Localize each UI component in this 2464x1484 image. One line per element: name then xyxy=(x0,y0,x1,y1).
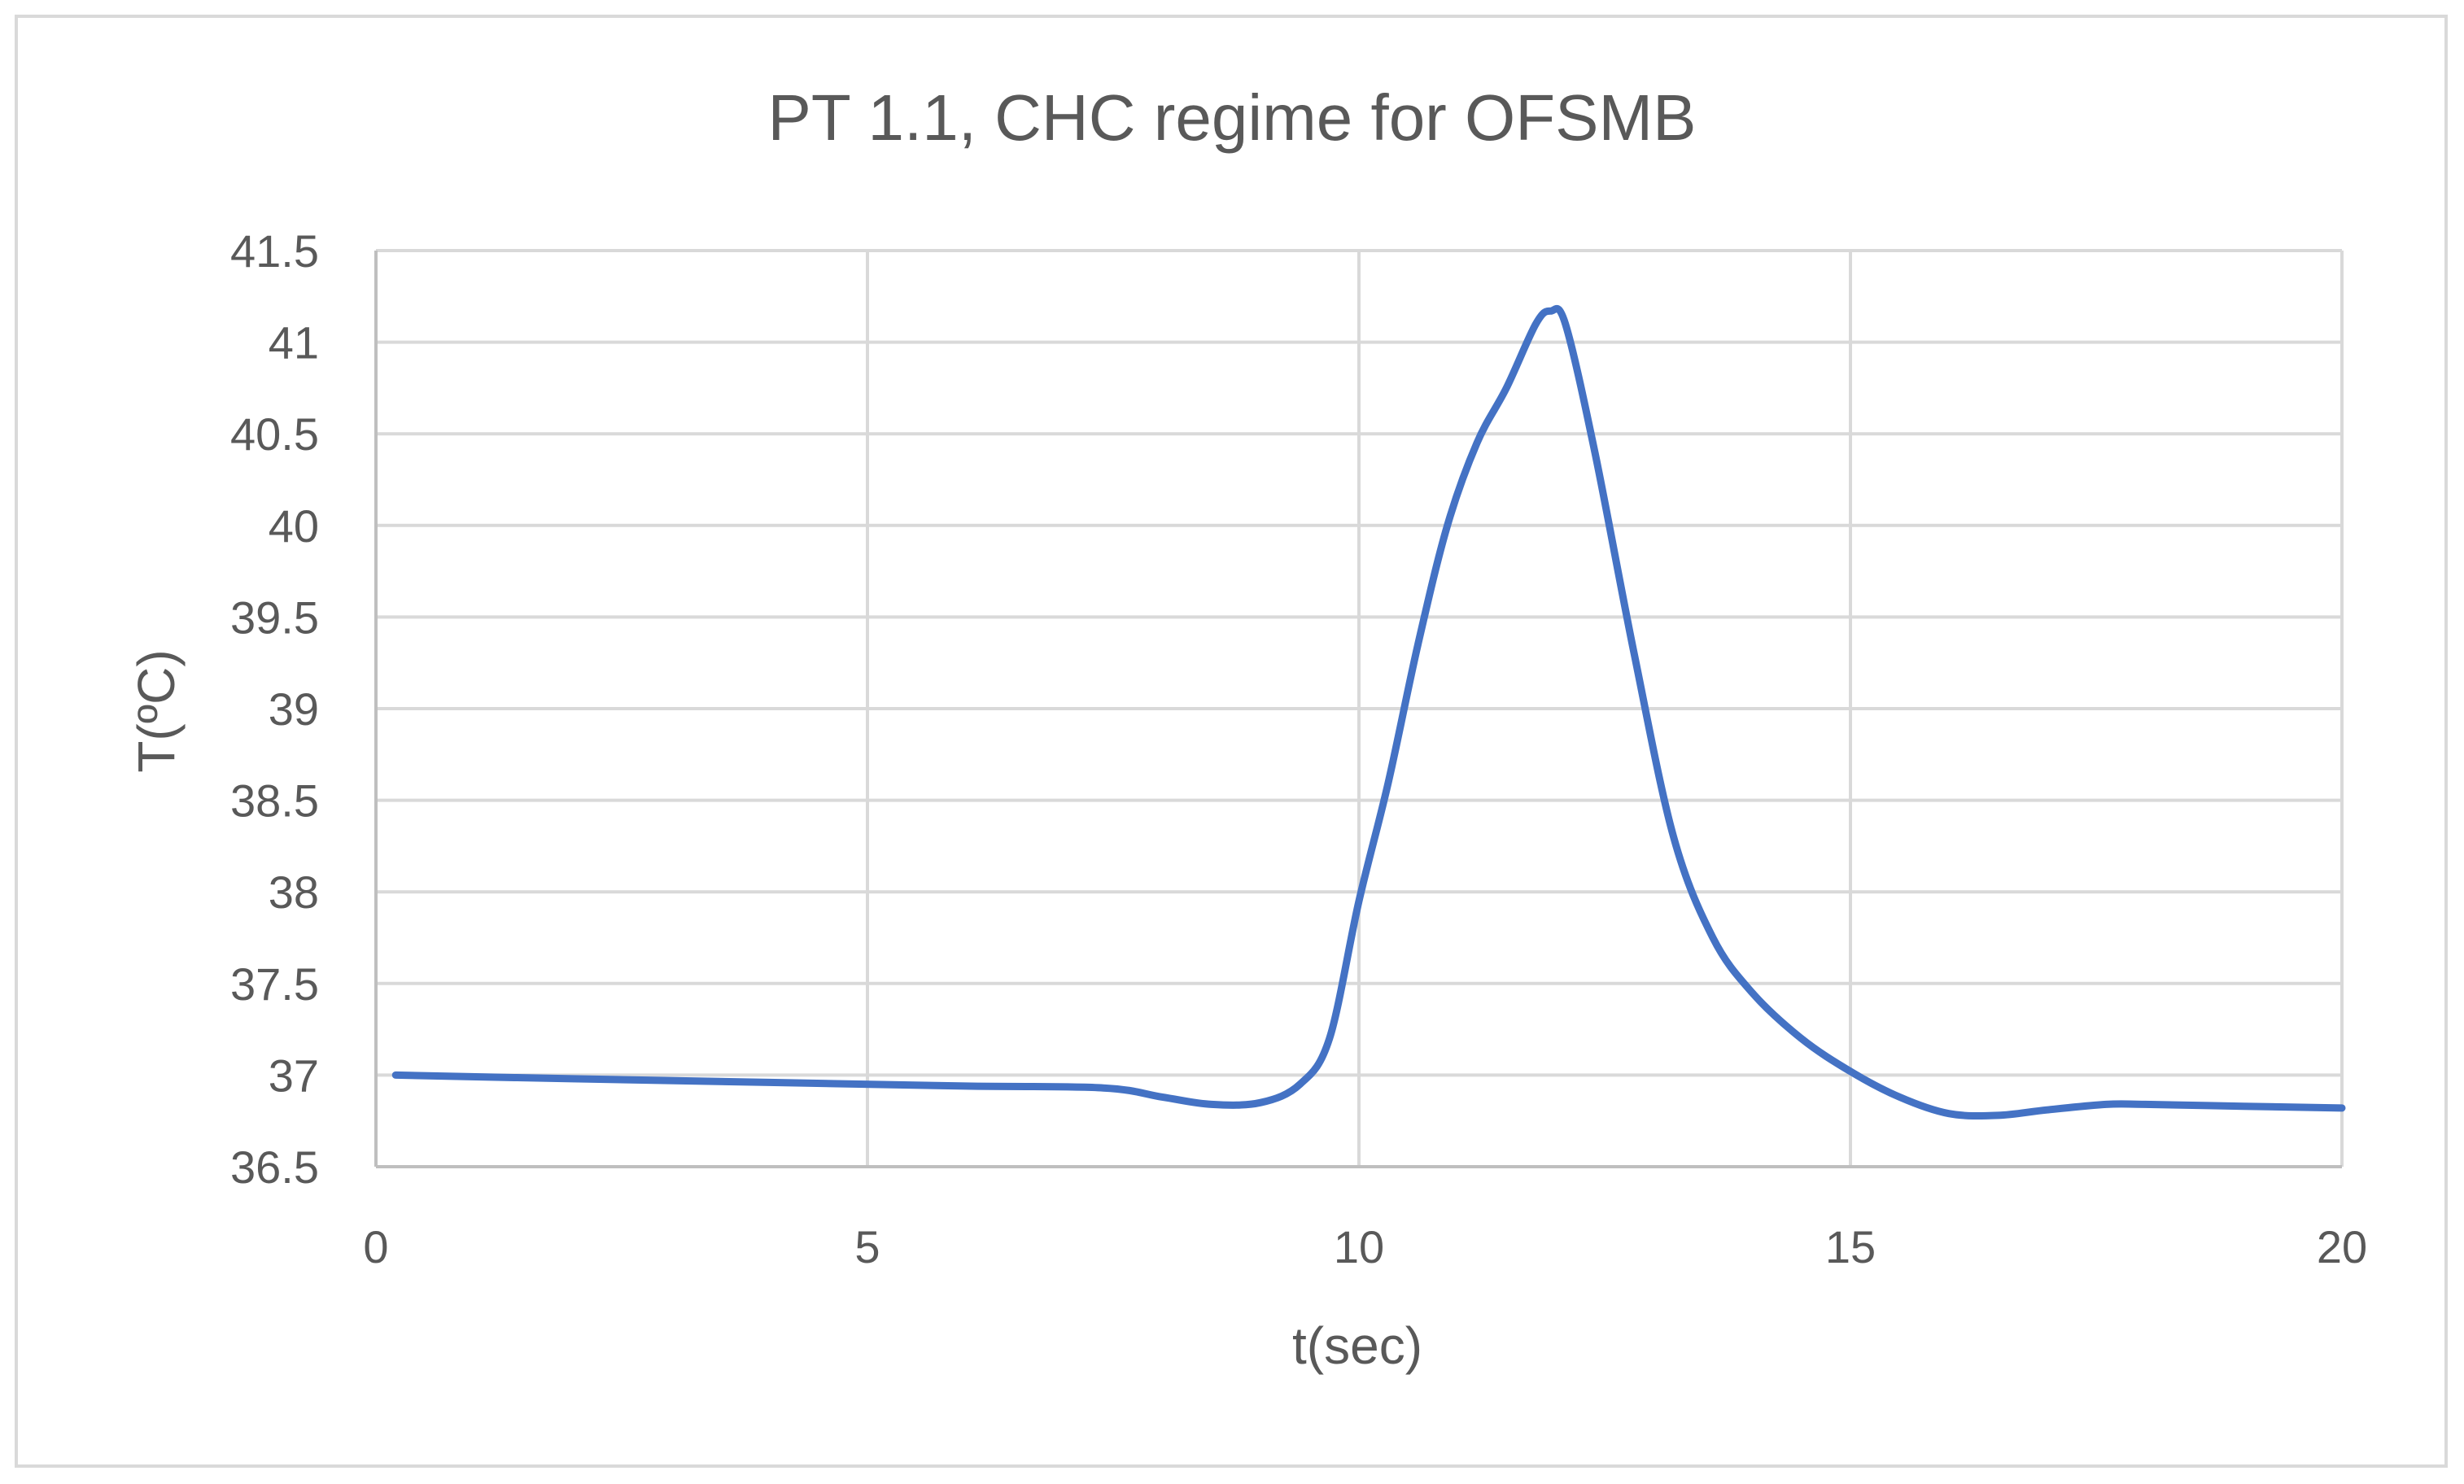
x-tick-labels: 0 5 10 15 20 xyxy=(363,1221,2367,1272)
x-tick-label: 0 xyxy=(363,1221,388,1272)
y-tick-labels: 36.5 37 37.5 38 38.5 39 39.5 40 40.5 41 41.5 xyxy=(230,225,319,1193)
y-tick-label: 37 xyxy=(269,1050,319,1101)
y-tick-label: 36.5 xyxy=(230,1141,319,1193)
x-tick-label: 5 xyxy=(854,1221,880,1272)
gridlines xyxy=(376,249,2344,1167)
x-tick-label: 10 xyxy=(1334,1221,1384,1272)
x-axis-title: t(sec) xyxy=(1292,1316,1422,1375)
y-tick-label: 40 xyxy=(269,500,319,552)
y-axis-title: T(ºC) xyxy=(127,649,186,772)
y-tick-label: 38 xyxy=(269,866,319,918)
y-tick-label: 39 xyxy=(269,683,319,735)
axes xyxy=(374,251,2342,1168)
chart-frame xyxy=(15,15,2448,1468)
y-tick-label: 41 xyxy=(269,317,319,369)
y-tick-label: 41.5 xyxy=(230,225,319,277)
x-tick-label: 15 xyxy=(1825,1221,1876,1272)
x-tick-label: 20 xyxy=(2317,1221,2367,1272)
y-tick-label: 39.5 xyxy=(230,591,319,643)
series-layer xyxy=(391,304,2346,1120)
y-tick-label: 37.5 xyxy=(230,958,319,1010)
y-tick-label: 38.5 xyxy=(230,775,319,827)
y-tick-label: 40.5 xyxy=(230,408,319,460)
series-line-0 xyxy=(391,304,2346,1120)
chart-title: PT 1.1, CHC regime for OFSMB xyxy=(767,81,1696,154)
